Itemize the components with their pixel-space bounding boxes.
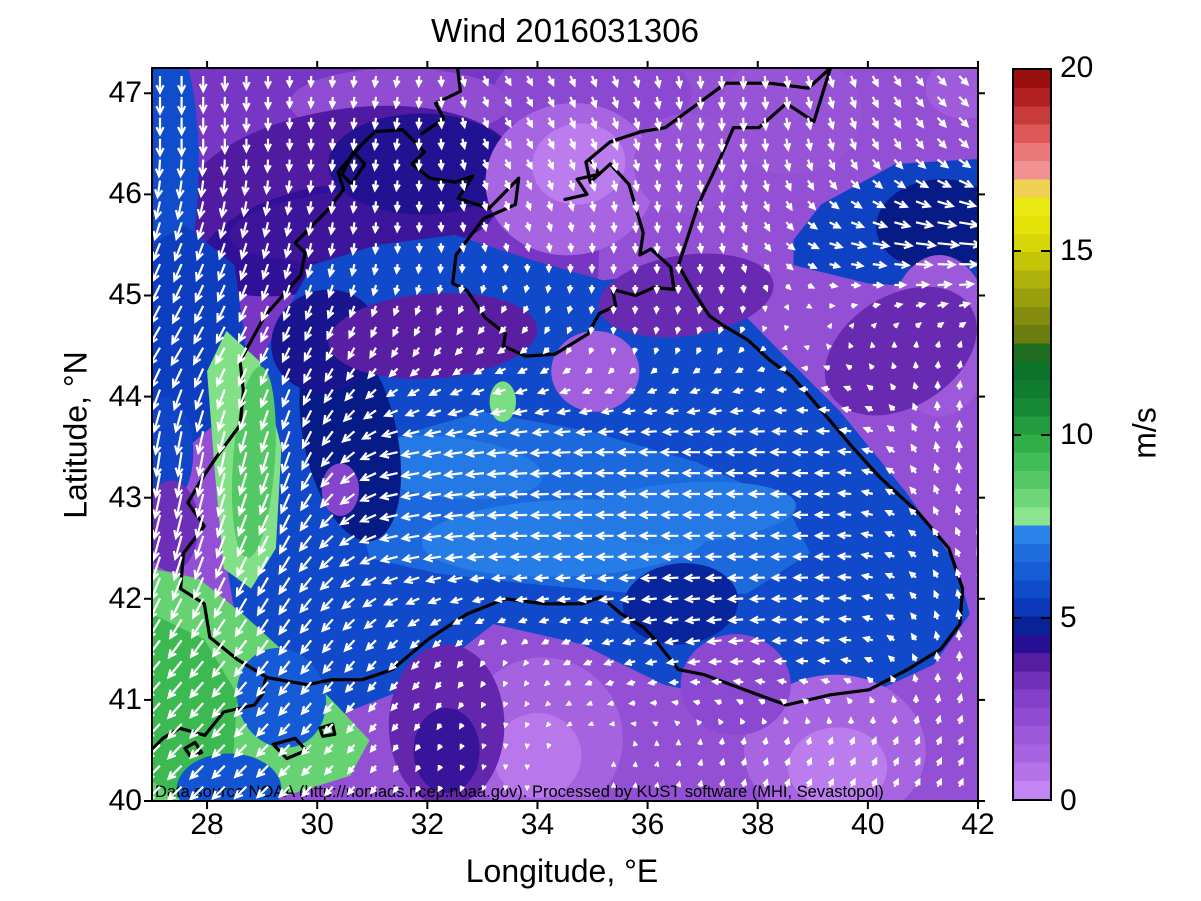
x-tick-label: 32 xyxy=(410,808,445,841)
x-tick-label: 38 xyxy=(741,808,775,841)
y-tick-label: 41 xyxy=(108,682,142,716)
credit-layer: Data source NOAA (http://nomads.ncep.noa… xyxy=(155,783,884,801)
y-tick-label: 46 xyxy=(108,177,142,211)
credit-text: Data source NOAA (http://nomads.ncep.noa… xyxy=(155,783,884,801)
colorbar-tick-label: 5 xyxy=(1060,600,1077,634)
colorbar-tick-label: 10 xyxy=(1060,417,1094,451)
x-tick-label: 30 xyxy=(300,808,334,841)
x-tick-label: 34 xyxy=(520,808,555,841)
colorbar-tick-label: 15 xyxy=(1060,234,1094,268)
chart-title: Wind 2016031306 xyxy=(431,12,699,49)
y-tick-label: 43 xyxy=(108,480,142,514)
y-tick-label: 45 xyxy=(108,278,142,312)
x-tick-label: 40 xyxy=(851,808,885,841)
y-tick-label: 47 xyxy=(108,76,142,110)
y-tick-label: 42 xyxy=(108,581,142,615)
colorbar-tick-mark xyxy=(1041,250,1050,253)
colorbar-tick-label: 20 xyxy=(1060,51,1094,84)
x-tick-label: 36 xyxy=(630,808,665,841)
colorbar-tick-mark xyxy=(1041,433,1050,436)
colorbar-tick-mark xyxy=(1012,250,1021,253)
colorbar-tick-label: 0 xyxy=(1060,784,1077,817)
colorbar-tick-mark xyxy=(1012,616,1021,619)
x-tick-label: 28 xyxy=(190,808,224,841)
wind-arrows xyxy=(152,75,978,801)
axes xyxy=(144,61,985,809)
y-tick-label: 44 xyxy=(108,379,142,413)
x-tick-label: 42 xyxy=(961,808,995,841)
y-tick-label: 40 xyxy=(108,784,142,817)
colorbar-tick-mark xyxy=(1041,616,1050,619)
x-axis-label: Longitude, °E xyxy=(465,853,659,889)
colorbar-tick-mark xyxy=(1012,433,1021,436)
